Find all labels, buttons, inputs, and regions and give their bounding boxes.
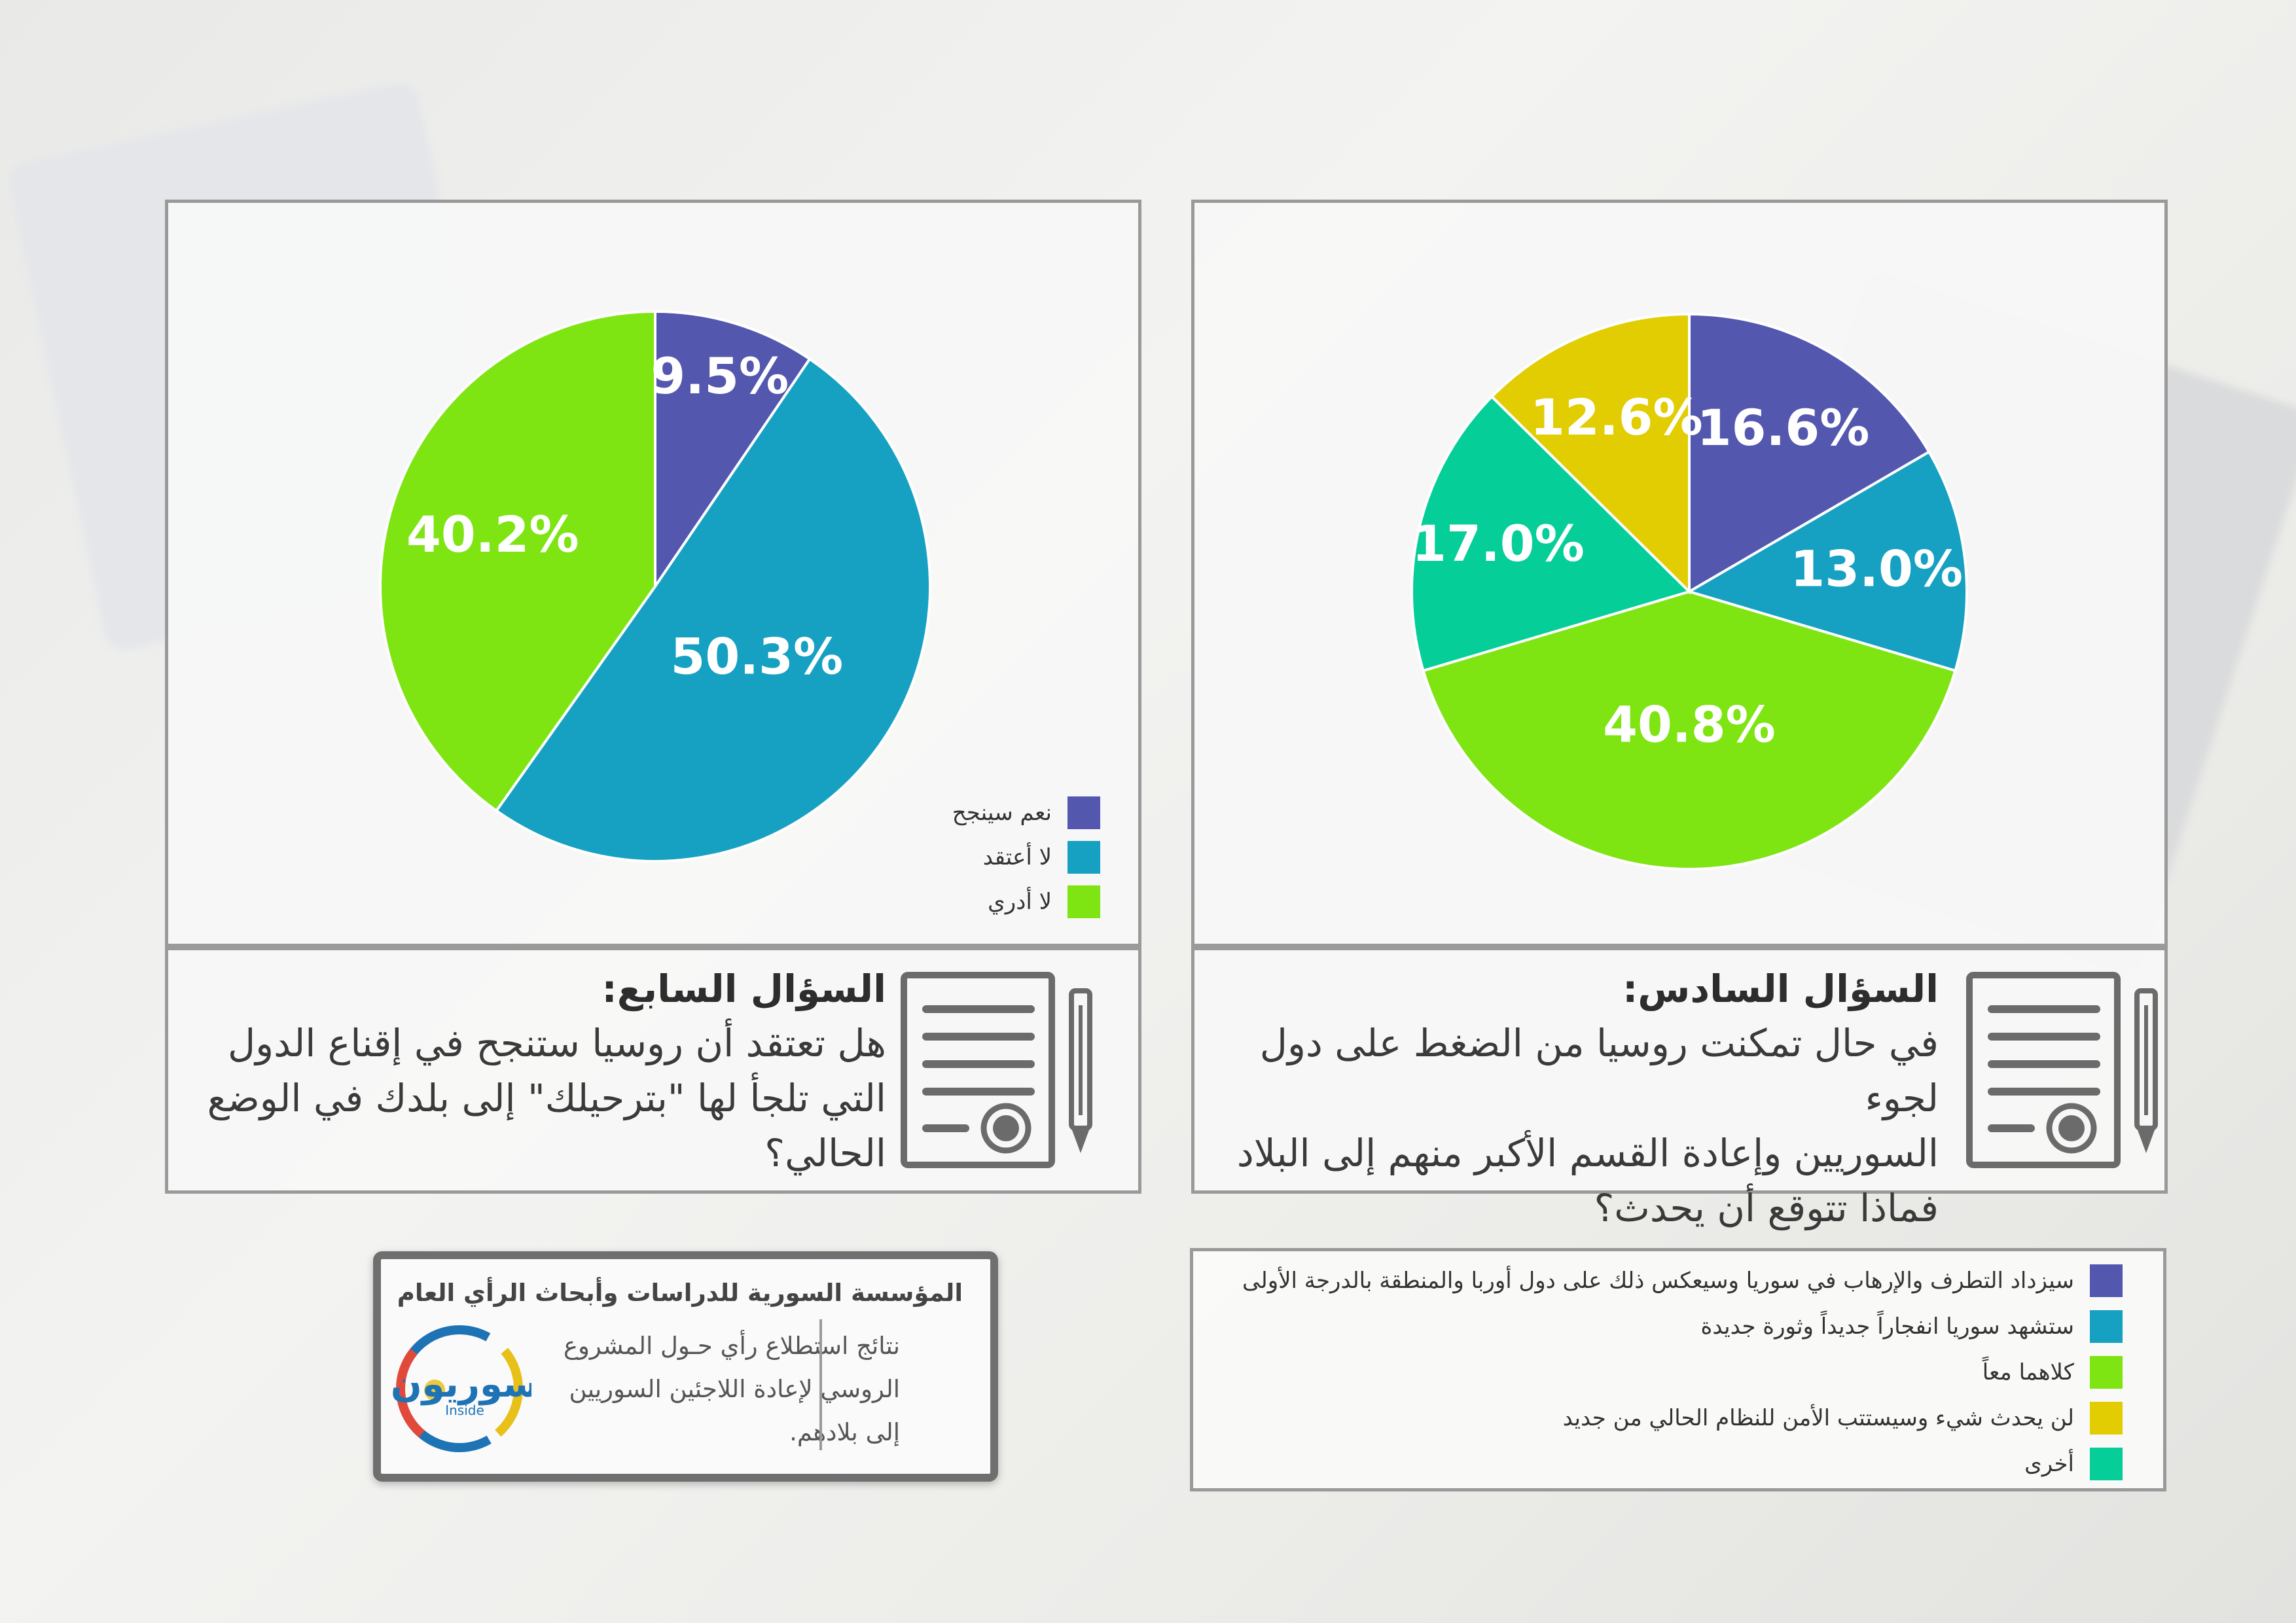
info-description-line-0: نتائج استطلاع رأي حـول المشروع bbox=[563, 1332, 900, 1360]
q7-legend-label-1: لا أعتقد bbox=[982, 844, 1052, 870]
q7-question-text: هل تعتقد أن روسيا ستنجح في إقناع الدول ا… bbox=[192, 1016, 886, 1181]
q7-legend-item-0: نعم سينجح bbox=[952, 796, 1100, 829]
q6-legend-item-0: سيزداد التطرف والإرهاب في سوريا وسيعكس ذ… bbox=[1242, 1264, 2123, 1297]
q6-pie-chart: 16.6% 13.0% 40.8% 17.0% 12.6% bbox=[1410, 312, 1968, 870]
org-name: المؤسسة السورية للدراسات وأبحاث الرأي ال… bbox=[397, 1279, 963, 1307]
q6-legend-swatch-1 bbox=[2090, 1310, 2123, 1343]
q6-chart-panel: 16.6% 13.0% 40.8% 17.0% 12.6% bbox=[1191, 200, 2168, 947]
q6-legend-item-2: كلاهما معاً bbox=[1982, 1356, 2123, 1389]
info-divider bbox=[819, 1319, 822, 1450]
q6-question-line-1: السوريين وإعادة القسم الأكبر منهم إلى ال… bbox=[1236, 1131, 1939, 1175]
q6-legend-panel: سيزداد التطرف والإرهاب في سوريا وسيعكس ذ… bbox=[1190, 1248, 2166, 1491]
q6-data-label-1: 13.0% bbox=[1790, 540, 1963, 598]
q6-slice-3 bbox=[1410, 395, 1692, 673]
q7-data-label-2: 40.2% bbox=[406, 505, 579, 563]
q6-legend-swatch-3 bbox=[2090, 1402, 2123, 1435]
q6-question-text: في حال تمكنت روسيا من الضغط على دول لجوء… bbox=[1219, 1016, 1939, 1236]
info-description-line-1: الروسي لإعادة اللاجئين السوريين bbox=[569, 1375, 900, 1403]
q6-data-label-0: 16.6% bbox=[1697, 399, 1870, 457]
q7-question-line-0: هل تعتقد أن روسيا ستنجح في إقناع الدول bbox=[227, 1021, 886, 1065]
q7-legend-label-2: لا أدري bbox=[988, 889, 1052, 915]
q6-legend-label-3: لن يحدث شيء وسيستتب الأمن للنظام الحالي … bbox=[1562, 1405, 2074, 1431]
q6-legend-label-0: سيزداد التطرف والإرهاب في سوريا وسيعكس ذ… bbox=[1242, 1268, 2074, 1294]
info-description: نتائج استطلاع رأي حـول المشروع الروسي لإ… bbox=[507, 1325, 900, 1454]
q6-data-label-4: 12.6% bbox=[1530, 388, 1703, 446]
q7-question-line-2: الحالي؟ bbox=[764, 1131, 886, 1175]
q7-slice-1 bbox=[494, 357, 931, 863]
q6-data-label-3: 17.0% bbox=[1412, 514, 1585, 573]
q7-data-label-0: 9.5% bbox=[651, 347, 789, 405]
logo-circle-icon: سوريون Inside bbox=[391, 1325, 531, 1452]
q6-legend-swatch-2 bbox=[2090, 1356, 2123, 1389]
q6-legend-item-3: لن يحدث شيء وسيستتب الأمن للنظام الحالي … bbox=[1563, 1402, 2123, 1435]
document-seal-icon bbox=[901, 972, 1092, 1168]
q7-data-label-1: 50.3% bbox=[670, 628, 843, 686]
q6-slice-4 bbox=[1490, 312, 1691, 595]
q7-legend-label-0: نعم سينجح bbox=[952, 800, 1052, 826]
q6-question-line-0: في حال تمكنت روسيا من الضغط على دول لجوء bbox=[1259, 1021, 1939, 1120]
pen-icon bbox=[2134, 988, 2158, 1153]
q6-legend-item-1: ستشهد سوريا انفجاراً جديداً وثورة جديدة bbox=[1701, 1310, 2123, 1343]
q7-legend-swatch-2 bbox=[1067, 885, 1100, 918]
q6-question-line-2: فماذا تتوقع أن يحدث؟ bbox=[1594, 1186, 1939, 1230]
q6-data-label-2: 40.8% bbox=[1603, 696, 1776, 754]
q6-slice-0 bbox=[1688, 312, 1931, 594]
q7-question-panel: السؤال السابع: هل تعتقد أن روسيا ستنجح ف… bbox=[165, 947, 1141, 1194]
q6-question-panel: السؤال السادس: في حال تمكنت روسيا من الض… bbox=[1191, 947, 2168, 1230]
q6-question-title: السؤال السادس: bbox=[1623, 967, 1939, 1011]
q7-legend-swatch-0 bbox=[1067, 796, 1100, 829]
q7-legend-item-2: لا أدري bbox=[988, 885, 1100, 918]
q6-legend-label-1: ستشهد سوريا انفجاراً جديداً وثورة جديدة bbox=[1700, 1313, 2075, 1340]
q6-slice-1 bbox=[1685, 450, 1968, 673]
q7-slice-0 bbox=[654, 310, 812, 591]
q6-legend-item-4: أخرى bbox=[2024, 1448, 2123, 1480]
q7-legend-item-1: لا أعتقد bbox=[983, 841, 1100, 874]
q6-slice-2 bbox=[1422, 590, 1957, 870]
info-description-line-2: إلى بلادهم. bbox=[789, 1418, 900, 1446]
q7-slice-2 bbox=[379, 310, 656, 813]
pen-icon bbox=[1069, 988, 1092, 1153]
document-seal-icon bbox=[1966, 972, 2158, 1168]
q7-question-line-1: التي تلجأ لها "بترحيلك" إلى بلدك في الوض… bbox=[207, 1076, 886, 1120]
q7-legend-swatch-1 bbox=[1067, 841, 1100, 874]
q6-legend-label-4: أخرى bbox=[2024, 1451, 2074, 1477]
logo-sub-text: Inside bbox=[445, 1402, 484, 1418]
q6-legend-swatch-4 bbox=[2090, 1448, 2123, 1480]
q6-legend-label-2: كلاهما معاً bbox=[1982, 1359, 2074, 1385]
q6-legend-swatch-0 bbox=[2090, 1264, 2123, 1297]
q7-question-title: السؤال السابع: bbox=[601, 967, 887, 1011]
logo-main-text: سوريون bbox=[391, 1363, 531, 1406]
info-box: المؤسسة السورية للدراسات وأبحاث الرأي ال… bbox=[373, 1251, 998, 1482]
q7-pie-chart: 9.5% 50.3% 40.2% bbox=[379, 310, 931, 863]
q7-chart-panel: 9.5% 50.3% 40.2% نعم سينجح لا أعتقد لا أدر… bbox=[165, 200, 1141, 947]
